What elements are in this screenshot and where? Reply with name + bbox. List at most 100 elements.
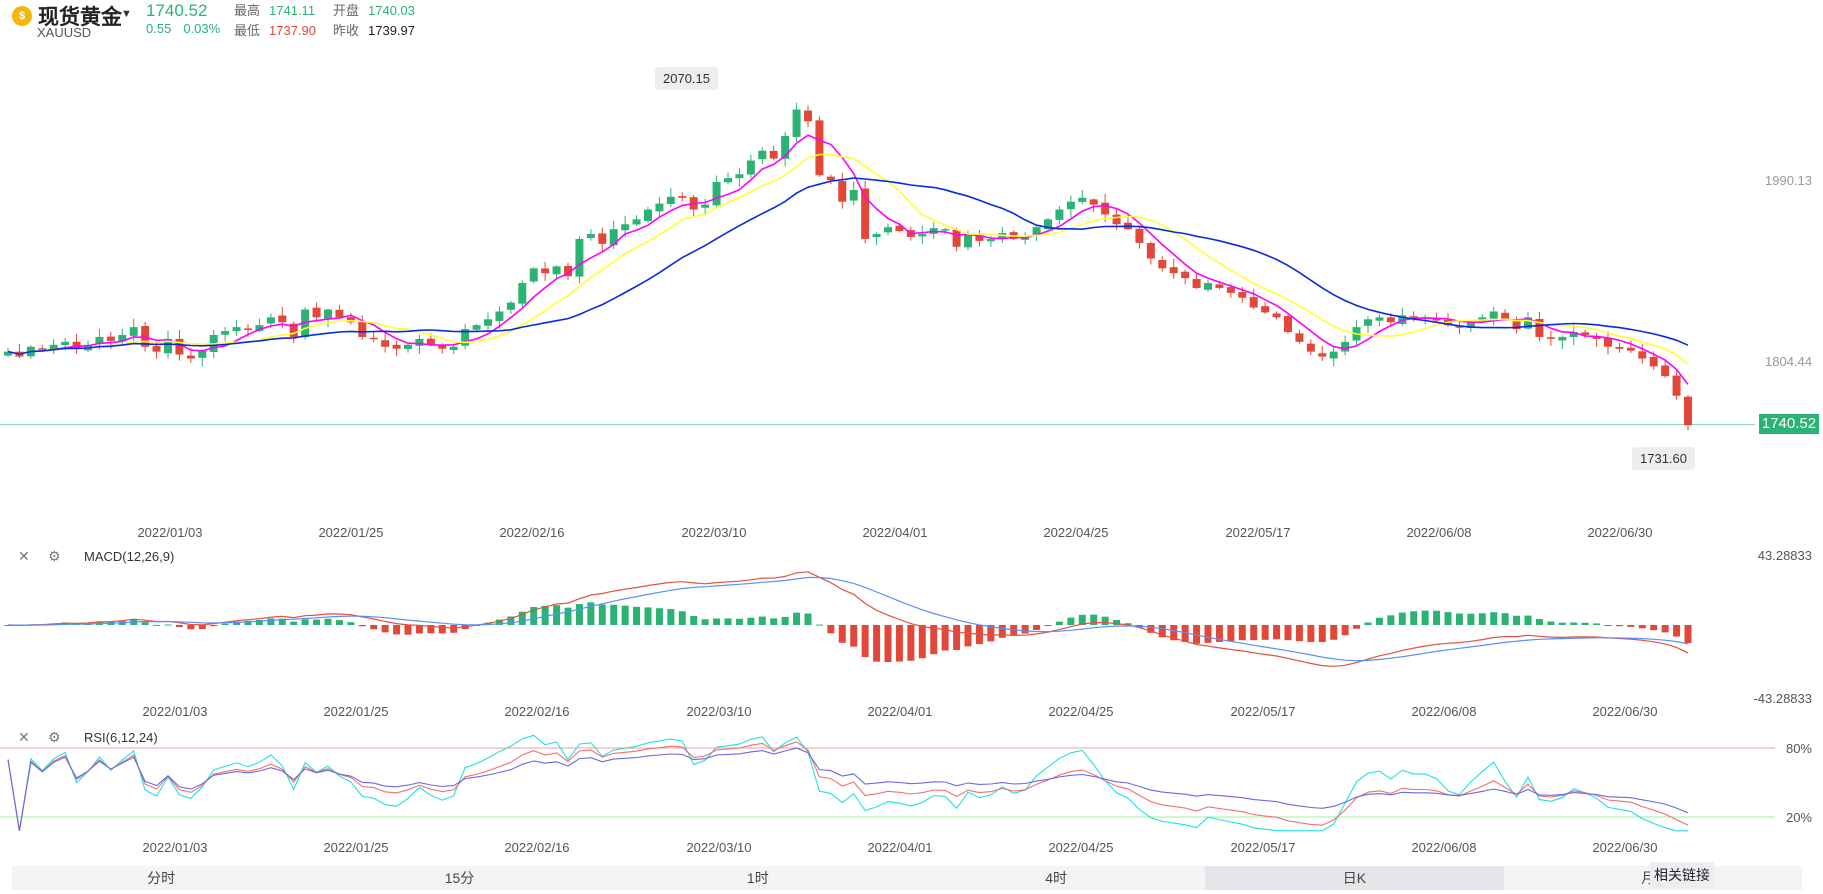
tab-15min[interactable]: 15分 (444, 870, 475, 886)
candle-body (1169, 267, 1178, 274)
date-axis-label: 2022/03/10 (686, 704, 751, 719)
gear-icon[interactable]: ⚙ (48, 729, 61, 745)
macd-bar (1467, 613, 1475, 625)
date-axis-label: 2022/05/17 (1225, 525, 1290, 540)
candle-body (1501, 312, 1510, 320)
candle-body (1364, 319, 1372, 326)
macd-bar (861, 625, 869, 657)
macd-label: MACD(12,26,9) (84, 549, 175, 564)
candle-body (1592, 336, 1601, 339)
tab-intraday[interactable]: 分时 (147, 870, 176, 886)
candle-body (484, 319, 492, 326)
macd-bar (690, 615, 698, 625)
macd-bar (1421, 610, 1429, 625)
date-axis-label: 2022/01/03 (142, 704, 207, 719)
macd-bar (1113, 620, 1121, 625)
macd-bar (1570, 622, 1578, 625)
candle-body (1604, 337, 1612, 347)
macd-bar (667, 609, 675, 625)
instrument-symbol: XAUUSD (37, 25, 92, 40)
candle-body (1638, 351, 1647, 359)
macd-bar (370, 625, 378, 630)
macd-bar (1650, 625, 1658, 631)
macd-bar (598, 604, 606, 625)
chevron-down-icon[interactable]: ▼ (121, 8, 132, 20)
macd-bar (1684, 625, 1692, 644)
macd-bar (873, 625, 881, 662)
macd-bar (941, 625, 949, 651)
candle-body (1295, 333, 1304, 342)
gold-coin-icon: $ (12, 6, 32, 26)
rsi-label: RSI(6,12,24) (84, 730, 158, 745)
macd-bar (495, 619, 503, 625)
macd-bar (1535, 618, 1543, 625)
related-links-button[interactable]: 相关链接 (1650, 862, 1714, 888)
candle-body (232, 327, 241, 332)
macd-bar (1673, 625, 1681, 637)
candle-body (529, 268, 538, 282)
candle-body (61, 341, 70, 346)
tab-4h[interactable]: 4时 (1045, 870, 1068, 886)
rsi6-line (7, 734, 1688, 832)
macd-bar (838, 625, 846, 643)
candle-body (1684, 396, 1692, 426)
candle-body (415, 338, 424, 346)
macd-bar (1273, 625, 1281, 640)
candle-body (255, 325, 264, 331)
macd-bar (427, 625, 435, 634)
macd-bar (1215, 625, 1223, 642)
candle-body (1329, 351, 1338, 359)
close-icon[interactable]: ✕ (18, 729, 30, 745)
macd-bar (1604, 625, 1612, 626)
candle-body (1672, 375, 1681, 396)
macd-bar (541, 605, 549, 625)
candle-body (49, 344, 58, 350)
tab-1h[interactable]: 1时 (746, 870, 769, 886)
close-icon[interactable]: ✕ (18, 548, 30, 564)
candle-body (506, 302, 515, 310)
date-axis-label: 2022/04/01 (867, 704, 932, 719)
macd-bar (1330, 625, 1338, 640)
macd-bar (884, 625, 892, 663)
candle-body (312, 307, 321, 318)
macd-bar (1067, 617, 1075, 625)
candle-body (186, 355, 195, 359)
gear-icon[interactable]: ⚙ (48, 548, 61, 564)
macd-bar (1170, 625, 1178, 641)
candle-body (541, 268, 550, 274)
macd-bar (1433, 610, 1441, 625)
candle-body (644, 209, 652, 221)
macd-bar (1341, 625, 1349, 636)
tab-daily[interactable]: 日K (1205, 866, 1504, 890)
macd-bar (1250, 625, 1258, 641)
rsi-axis-tick: 20% (1786, 810, 1812, 825)
candle-body (941, 229, 950, 231)
candle-body (72, 341, 81, 349)
stat-high: 最高 1741.11 (234, 3, 316, 18)
macd-bar (1375, 617, 1383, 625)
candle-body (346, 317, 355, 323)
macd-bar (747, 617, 755, 625)
macd-bar (1444, 612, 1452, 625)
instrument-name[interactable]: 现货黄金 (38, 6, 122, 29)
candle-body (198, 350, 207, 358)
candle-body (369, 337, 378, 340)
macd-bar (313, 619, 321, 625)
candle-body (1226, 287, 1235, 293)
ma20-line (7, 177, 1689, 355)
macd-bar (335, 620, 343, 625)
candle-body (746, 160, 755, 175)
macd-bar (164, 624, 172, 626)
candle-body (392, 344, 401, 349)
macd-bar (404, 625, 412, 635)
macd-bar (530, 606, 538, 625)
candle-body (1066, 201, 1075, 210)
macd-bar (1261, 625, 1269, 640)
date-axis-label: 2022/04/01 (867, 840, 932, 855)
macd-histogram (4, 602, 1692, 663)
candle-body (518, 283, 527, 304)
macd-axis-tick: -43.28833 (1753, 691, 1812, 706)
change-value: 0.55 (146, 21, 172, 36)
macd-bar (678, 611, 686, 625)
